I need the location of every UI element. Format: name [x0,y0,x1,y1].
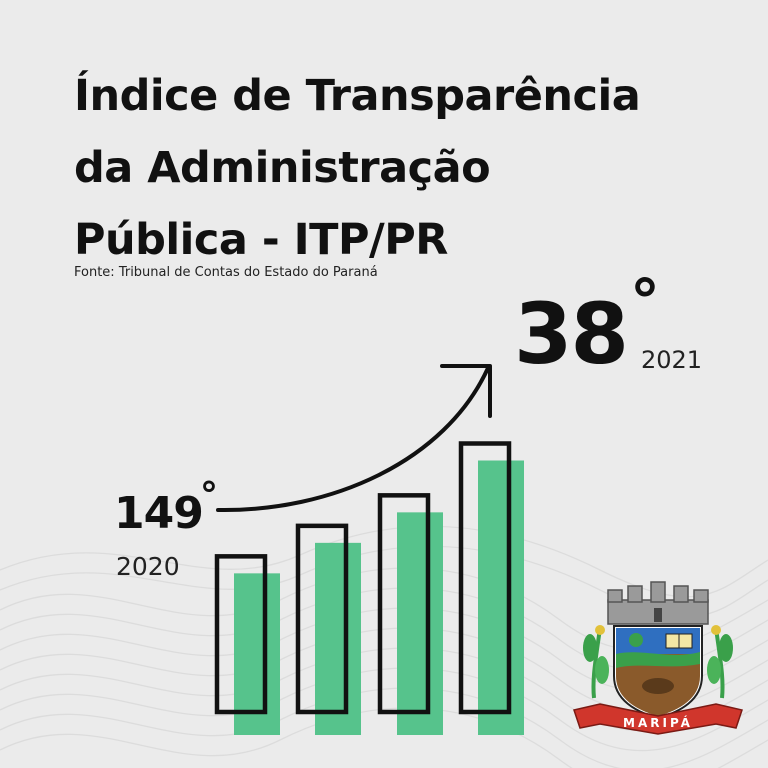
page-title: Índice de Transparência da Administração… [74,60,641,276]
title-line-3: Pública - ITP/PR [74,215,448,265]
growth-arrow-head-icon [440,364,492,418]
source-caption: Fonte: Tribunal de Contas do Estado do P… [74,265,378,280]
rank-2021: 38 [514,285,629,383]
growth-arrow-curve [216,366,490,513]
bar-fill-4 [478,460,524,735]
bar-outline-2 [295,523,349,715]
title-line-1: Índice de Transparência [74,71,641,121]
bar-outline-4 [458,441,512,715]
maripa-coat-of-arms-icon: MARIPÁ [573,581,743,735]
bar-outline-3 [377,493,431,715]
degree-symbol-2020: ° [200,475,218,516]
bar-fill-1 [234,573,280,735]
year-2021-label: 2021 [641,346,703,374]
bar-outline-1 [214,554,268,715]
degree-symbol-2021: ° [630,267,660,337]
bar-fill-3 [397,512,443,735]
year-2020-label: 2020 [116,552,180,581]
bar-fill-2 [315,542,361,735]
title-line-2: da Administração [74,143,491,193]
crest-banner-text: MARIPÁ [623,715,693,730]
rank-2020: 149 [114,488,204,539]
